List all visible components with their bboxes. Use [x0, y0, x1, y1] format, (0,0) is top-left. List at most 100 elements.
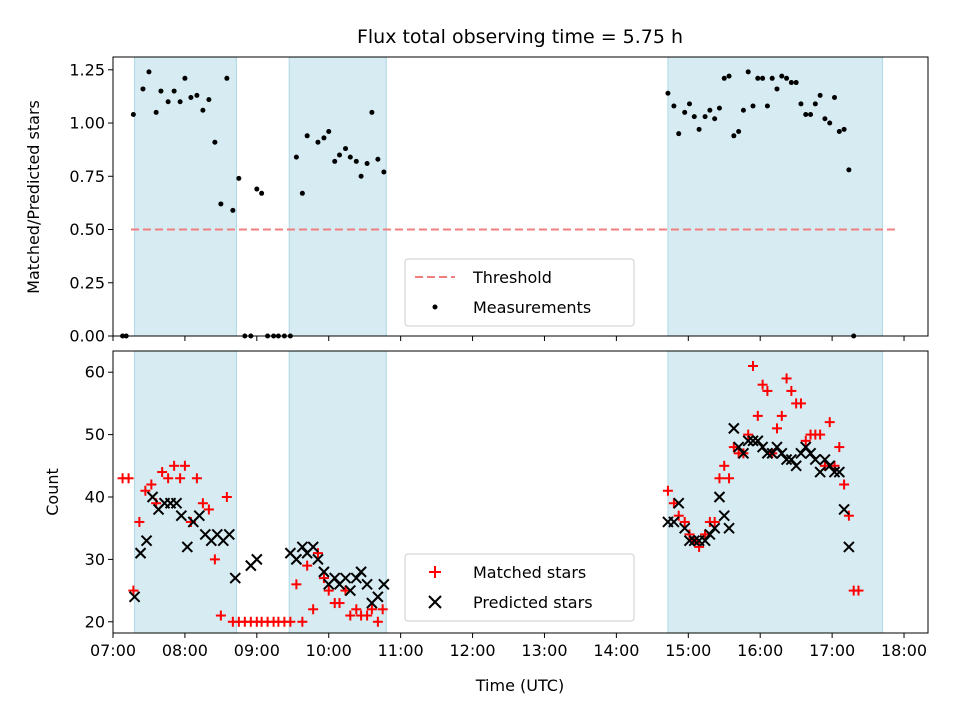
- predicted-star-point: [742, 435, 754, 447]
- shaded-interval: [667, 56, 883, 337]
- x-axis-label: Time (UTC): [475, 676, 564, 695]
- measurement-point: [707, 107, 713, 113]
- bottom-legend-box: [404, 553, 635, 622]
- measurement-point: [171, 88, 177, 94]
- predicted-star-point: [756, 441, 769, 453]
- predicted-star-point: [713, 491, 726, 503]
- measurement-point: [293, 154, 299, 160]
- predicted-star-point: [704, 528, 716, 541]
- predicted-star-point: [824, 460, 836, 472]
- measurement-point: [146, 69, 152, 75]
- y-axis-label-count: Count: [43, 468, 62, 516]
- measurement-point: [665, 90, 671, 96]
- measurement-point: [153, 109, 159, 115]
- predicted-star-point: [780, 453, 793, 466]
- matched-star-point: [221, 491, 232, 502]
- y-tick-label: 50: [85, 425, 105, 444]
- measurement-point: [194, 92, 200, 98]
- matched-star-point: [843, 510, 854, 521]
- predicted-star-point: [699, 534, 711, 547]
- measurement-point: [836, 129, 842, 135]
- measurement-point: [369, 109, 375, 115]
- matched-star-point: [203, 504, 214, 515]
- measurement-point: [808, 112, 814, 118]
- predicted-star-point: [668, 516, 680, 528]
- measurement-point: [381, 169, 387, 175]
- bottom-panel-x-ticks: 07:00 08:00 09:00 10:00 11:00 12:00 13:00 14:00…: [90, 633, 927, 660]
- matched-star-point: [334, 598, 345, 609]
- measurement-point: [817, 92, 823, 98]
- x-tick-label: 09:00: [234, 641, 280, 660]
- predicted-star-point: [766, 447, 778, 460]
- predicted-star-point: [761, 447, 774, 460]
- y-tick-label: 60: [85, 363, 105, 382]
- measurement-point: [259, 190, 265, 196]
- measurement-point: [236, 175, 242, 181]
- shaded-interval: [667, 350, 883, 634]
- measurement-point: [716, 105, 722, 111]
- matched-star-point: [800, 435, 811, 446]
- predicted-star-point: [843, 541, 855, 553]
- measurement-point: [793, 80, 799, 86]
- predicted-star-point: [683, 534, 696, 547]
- top-panel-x-ticks: [112, 336, 905, 341]
- matched-star-point: [684, 529, 695, 540]
- predicted-star-point: [193, 510, 206, 522]
- matched-star-point: [700, 529, 711, 540]
- legend-threshold-label: Threshold: [472, 268, 552, 287]
- matched-star-point: [748, 360, 759, 371]
- predicted-star-point: [312, 553, 324, 566]
- measurement-point: [788, 80, 794, 86]
- matched-star-point: [728, 442, 739, 453]
- measurement-point: [740, 107, 746, 113]
- measurement-point: [812, 101, 818, 107]
- measurement-point: [803, 112, 809, 118]
- measurement-point: [321, 135, 327, 141]
- measurement-point: [299, 190, 305, 196]
- legend-measurements-swatch: [432, 304, 438, 310]
- x-tick-label: 11:00: [378, 641, 424, 660]
- matched-star-point: [743, 429, 754, 440]
- measurement-point: [206, 97, 212, 103]
- predicted-star-point: [723, 522, 735, 534]
- measurement-point: [130, 112, 136, 118]
- matched-star-point: [302, 560, 313, 571]
- measurement-point: [745, 69, 751, 75]
- predicted-star-point: [344, 584, 357, 597]
- predicted-star-point: [350, 572, 363, 584]
- top-panel-frame: [112, 56, 929, 337]
- bottom-panel-points: [117, 360, 864, 627]
- matched-star-point: [679, 516, 690, 527]
- shaded-interval: [134, 56, 237, 337]
- legend-predicted-label: Predicted stars: [473, 593, 593, 612]
- measurement-point: [671, 103, 677, 109]
- y-tick-label: 0.25: [69, 273, 105, 292]
- x-tick-label: 17:00: [809, 641, 855, 660]
- x-tick-label: 16:00: [737, 641, 783, 660]
- matched-star-point: [191, 473, 202, 484]
- measurement-point: [755, 75, 761, 81]
- predicted-star-point: [181, 541, 194, 553]
- matched-star-point: [372, 616, 383, 627]
- measurement-point: [343, 146, 349, 152]
- predicted-star-point: [819, 453, 831, 466]
- measurement-point: [822, 116, 828, 122]
- bottom-panel-frame: [112, 350, 929, 634]
- predicted-star-point: [809, 453, 822, 466]
- predicted-star-point: [296, 541, 309, 553]
- predicted-star-point: [128, 591, 141, 603]
- predicted-star-point: [378, 578, 390, 591]
- predicted-star-point: [718, 510, 730, 522]
- measurement-point: [731, 133, 737, 139]
- predicted-star-point: [229, 572, 241, 584]
- predicted-star-point: [134, 547, 147, 559]
- measurement-point: [140, 86, 146, 92]
- predicted-star-point: [800, 441, 812, 453]
- matched-star-point: [197, 498, 208, 509]
- x-tick-label: 07:00: [90, 641, 136, 660]
- measurement-point: [230, 207, 236, 213]
- predicted-star-point: [223, 528, 235, 541]
- matched-star-point: [366, 604, 377, 615]
- matched-star-point: [839, 479, 850, 490]
- measurement-point: [774, 86, 780, 92]
